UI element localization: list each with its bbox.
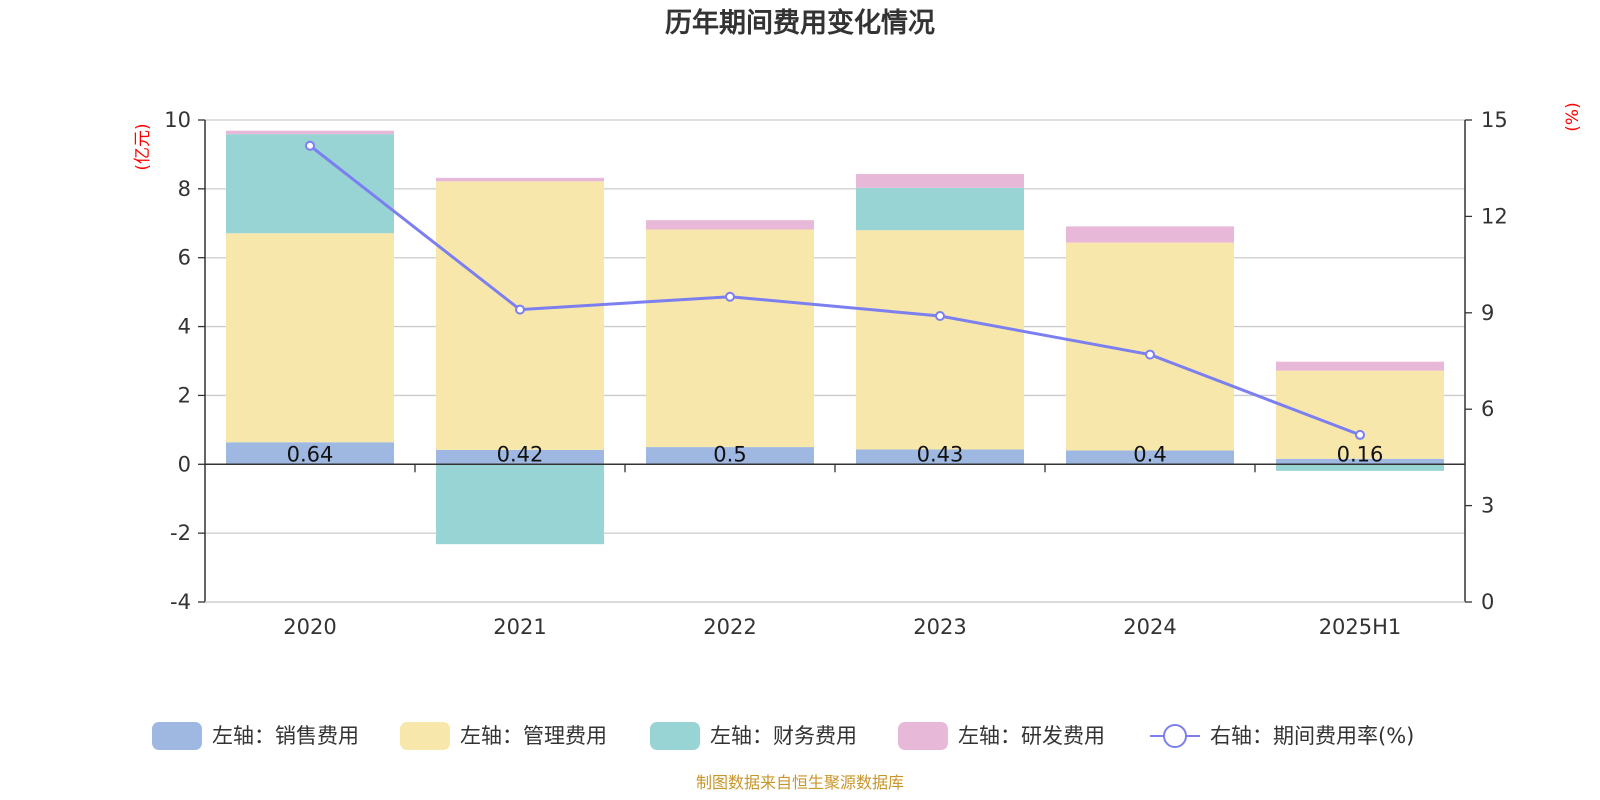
legend-swatch	[400, 722, 450, 750]
bar-左轴：管理费用-2022	[646, 229, 814, 448]
legend-swatch	[650, 722, 700, 750]
bar-左轴：管理费用-2020	[226, 233, 394, 443]
right-tick-label: 9	[1481, 301, 1494, 325]
bar-左轴：销售费用-2023	[856, 449, 1024, 465]
left-tick-label: 6	[178, 246, 191, 270]
bar-左轴：研发费用-2023	[856, 174, 1024, 188]
bar-左轴：管理费用-2023	[856, 230, 1024, 450]
x-tick-label: 2023	[913, 615, 966, 639]
rate-point	[305, 140, 315, 151]
x-tick-label: 2020	[283, 615, 336, 639]
data-label: 0.4	[1133, 442, 1166, 466]
legend: 左轴：销售费用 左轴：管理费用 左轴：财务费用 左轴：研发费用 右轴：期间费用率(%)	[152, 722, 1414, 750]
x-tick-label: 2024	[1123, 615, 1176, 639]
data-label: 0.16	[1337, 442, 1384, 466]
bar-左轴：研发费用-2024	[1066, 226, 1234, 243]
left-tick-label: 8	[178, 177, 191, 201]
x-axis-ticks: 2020 2021 2022 2023 2024 2025H1	[283, 615, 1401, 639]
bar-左轴：研发费用-2020	[226, 130, 394, 135]
bar-左轴：财务费用-2025H1	[1276, 464, 1444, 471]
bar-左轴：销售费用-2024	[1066, 450, 1234, 465]
right-tick-label: 15	[1481, 108, 1508, 132]
bar-左轴：研发费用-2021	[436, 177, 604, 182]
bar-左轴：管理费用-2024	[1066, 242, 1234, 451]
rate-point	[935, 311, 945, 322]
bar-左轴：财务费用-2023	[856, 187, 1024, 231]
bar-左轴：销售费用-2022	[646, 447, 814, 465]
bar-左轴：研发费用-2022	[646, 220, 814, 230]
rate-point	[515, 304, 525, 315]
bar-左轴：销售费用-2025H1	[1276, 458, 1444, 465]
legend-label: 左轴：销售费用	[212, 724, 359, 748]
rate-line-group	[305, 140, 1365, 440]
bar-group	[226, 130, 1444, 545]
right-axis-unit: (%)	[1563, 102, 1583, 131]
left-tick-label: 10	[164, 108, 191, 132]
right-tick-label: 0	[1481, 590, 1494, 614]
legend-label: 左轴：管理费用	[460, 724, 607, 748]
right-tick-label: 12	[1481, 204, 1508, 228]
bar-左轴：销售费用-2021	[436, 449, 604, 465]
left-tick-label: -4	[170, 590, 191, 614]
rate-line	[309, 144, 1361, 437]
chart-title: 历年期间费用变化情况	[665, 7, 935, 39]
bar-左轴：销售费用-2020	[226, 442, 394, 465]
left-tick-label: 0	[178, 452, 191, 476]
right-tick-label: 3	[1481, 494, 1494, 518]
legend-label: 左轴：研发费用	[958, 724, 1105, 748]
x-tick-label: 2025H1	[1319, 615, 1402, 639]
rate-point	[1145, 349, 1155, 360]
rate-point	[725, 291, 735, 302]
bar-左轴：管理费用-2021	[436, 181, 604, 450]
data-label: 0.64	[287, 442, 334, 466]
data-label: 0.42	[497, 442, 544, 466]
legend-swatch	[898, 722, 948, 750]
left-tick-label: 2	[178, 383, 191, 407]
legend-swatch	[152, 722, 202, 750]
left-tick-label: -2	[170, 521, 191, 545]
legend-label: 右轴：期间费用率(%)	[1210, 724, 1414, 748]
data-label: 0.5	[713, 442, 746, 466]
bar-左轴：财务费用-2021	[436, 464, 604, 545]
source-note: 制图数据来自恒生聚源数据库	[696, 773, 904, 792]
axes	[204, 120, 1466, 603]
right-axis-ticks: 15 12 9 6 3 0	[1465, 108, 1508, 614]
x-tick-label: 2021	[493, 615, 546, 639]
left-axis-ticks: 10 8 6 4 2 0 -2 -4	[164, 108, 205, 614]
data-labels: 0.64 0.42 0.5 0.43 0.4 0.16	[287, 442, 1384, 466]
x-tick-label: 2022	[703, 615, 756, 639]
left-tick-label: 4	[178, 315, 191, 339]
bar-左轴：研发费用-2025H1	[1276, 361, 1444, 371]
rate-point	[1355, 429, 1365, 440]
legend-marker	[1163, 724, 1187, 748]
data-label: 0.43	[917, 442, 964, 466]
right-tick-label: 6	[1481, 397, 1494, 421]
left-axis-unit: (亿元)	[133, 123, 153, 170]
legend-label: 左轴：财务费用	[710, 724, 857, 748]
